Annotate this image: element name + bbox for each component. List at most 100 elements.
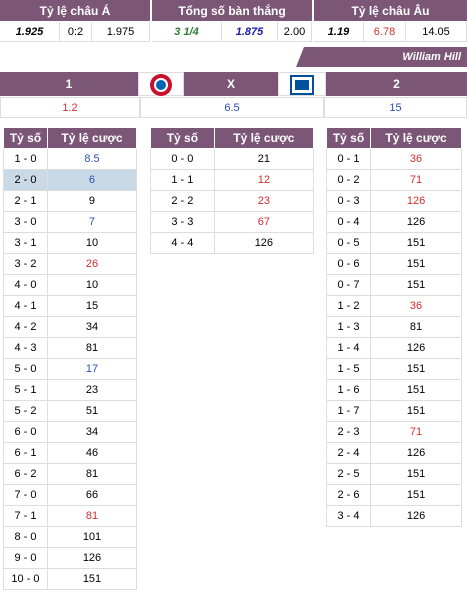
- score: 0 - 1: [325, 148, 372, 170]
- score-row: 0 - 3 126: [325, 190, 462, 212]
- home-logo: [150, 74, 172, 96]
- score: 3 - 3: [150, 211, 215, 233]
- odds: 34: [46, 421, 138, 443]
- outcome-label: 2: [326, 72, 467, 96]
- score: 2 - 2: [150, 190, 215, 212]
- odds: 66: [46, 484, 138, 506]
- score: 0 - 5: [325, 232, 372, 254]
- score: 4 - 2: [3, 316, 48, 338]
- bookmaker: William Hill: [296, 47, 467, 67]
- score: 4 - 0: [3, 274, 48, 296]
- odds: 9: [46, 190, 138, 212]
- odds: 151: [46, 568, 138, 590]
- score: 5 - 1: [3, 379, 48, 401]
- score: 2 - 5: [325, 463, 372, 485]
- score: 6 - 0: [3, 421, 48, 443]
- score: 5 - 2: [3, 400, 48, 422]
- score-row: 1 - 2 36: [325, 295, 462, 317]
- summary: Tỷ lệ châu Á 1.925 0:2 1.975 Tổng số bàn thắ…: [0, 0, 467, 43]
- score-row: 6 - 0 34: [3, 421, 138, 443]
- score-row: 3 - 2 26: [3, 253, 138, 275]
- score-row: 3 - 1 10: [3, 232, 138, 254]
- score: 2 - 3: [325, 421, 372, 443]
- score: 0 - 2: [325, 169, 372, 191]
- score-row: 4 - 2 34: [3, 316, 138, 338]
- score-row: 0 - 1 36: [325, 148, 462, 170]
- score-row: 4 - 1 15: [3, 295, 138, 317]
- score: 3 - 0: [3, 211, 48, 233]
- group-value: 1.19: [314, 22, 364, 42]
- column-header: Tỷ lệ cược: [213, 127, 315, 149]
- score: 1 - 4: [325, 337, 372, 359]
- score-row: 2 - 3 71: [325, 421, 462, 443]
- score-row: 0 - 4 126: [325, 211, 462, 233]
- score-row: 7 - 0 66: [3, 484, 138, 506]
- score-row: 4 - 0 10: [3, 274, 138, 296]
- score: 3 - 2: [3, 253, 48, 275]
- odds: 126: [213, 232, 315, 254]
- outcome-odds: 1.2: [0, 97, 140, 118]
- odds: 81: [370, 316, 462, 338]
- group-value: 3 1/4: [152, 22, 222, 42]
- score-row: 1 - 6 151: [325, 379, 462, 401]
- score-row: 5 - 0 17: [3, 358, 138, 380]
- odds: 7: [46, 211, 138, 233]
- score: 9 - 0: [3, 547, 48, 569]
- odds: 36: [370, 148, 462, 170]
- odds: 126: [370, 442, 462, 464]
- group-value: 1.975: [92, 22, 150, 42]
- odds: 151: [370, 463, 462, 485]
- group-value: 1.875: [222, 22, 278, 42]
- score: 2 - 4: [325, 442, 372, 464]
- odds: 12: [213, 169, 315, 191]
- odds: 21: [213, 148, 315, 170]
- score: 1 - 6: [325, 379, 372, 401]
- odds: 15: [46, 295, 138, 317]
- score: 0 - 4: [325, 211, 372, 233]
- odds: 126: [370, 337, 462, 359]
- score: 6 - 1: [3, 442, 48, 464]
- odds: 126: [370, 190, 462, 212]
- group-value: 6.78: [364, 22, 406, 42]
- odds: 8.5: [46, 148, 138, 170]
- score: 0 - 7: [325, 274, 372, 296]
- odds: 151: [370, 232, 462, 254]
- odds: 126: [370, 211, 462, 233]
- group-value: 1.925: [0, 22, 60, 42]
- odds: 46: [46, 442, 138, 464]
- score: 6 - 2: [3, 463, 48, 485]
- score: 8 - 0: [3, 526, 48, 548]
- odds: 81: [46, 337, 138, 359]
- score: 10 - 0: [3, 568, 48, 590]
- odds: 10: [46, 274, 138, 296]
- odds: 151: [370, 358, 462, 380]
- column-header: Tỷ số: [3, 127, 48, 149]
- outcome-label: 1: [0, 72, 138, 96]
- score-row: 0 - 5 151: [325, 232, 462, 254]
- odds: 71: [370, 169, 462, 191]
- away-logo: [290, 75, 314, 95]
- header-row: Tỷ số Tỷ lệ cược: [150, 127, 315, 149]
- outcome-odds: 15: [324, 97, 467, 118]
- score-row: 3 - 4 126: [325, 505, 462, 527]
- score-row: 2 - 5 151: [325, 463, 462, 485]
- score: 1 - 0: [3, 148, 48, 170]
- score-row: 1 - 1 12: [150, 169, 315, 191]
- score-row: 4 - 3 81: [3, 337, 138, 359]
- score-row: 1 - 7 151: [325, 400, 462, 422]
- odds: 51: [46, 400, 138, 422]
- score-row: 9 - 0 126: [3, 547, 138, 569]
- score-row: 0 - 7 151: [325, 274, 462, 296]
- odds: 101: [46, 526, 138, 548]
- score: 1 - 1: [150, 169, 215, 191]
- odds: 23: [46, 379, 138, 401]
- odds: 34: [46, 316, 138, 338]
- score-row: 3 - 3 67: [150, 211, 315, 233]
- score-row: 5 - 1 23: [3, 379, 138, 401]
- score: 5 - 0: [3, 358, 48, 380]
- score-row: 0 - 6 151: [325, 253, 462, 275]
- score-row: 7 - 1 81: [3, 505, 138, 527]
